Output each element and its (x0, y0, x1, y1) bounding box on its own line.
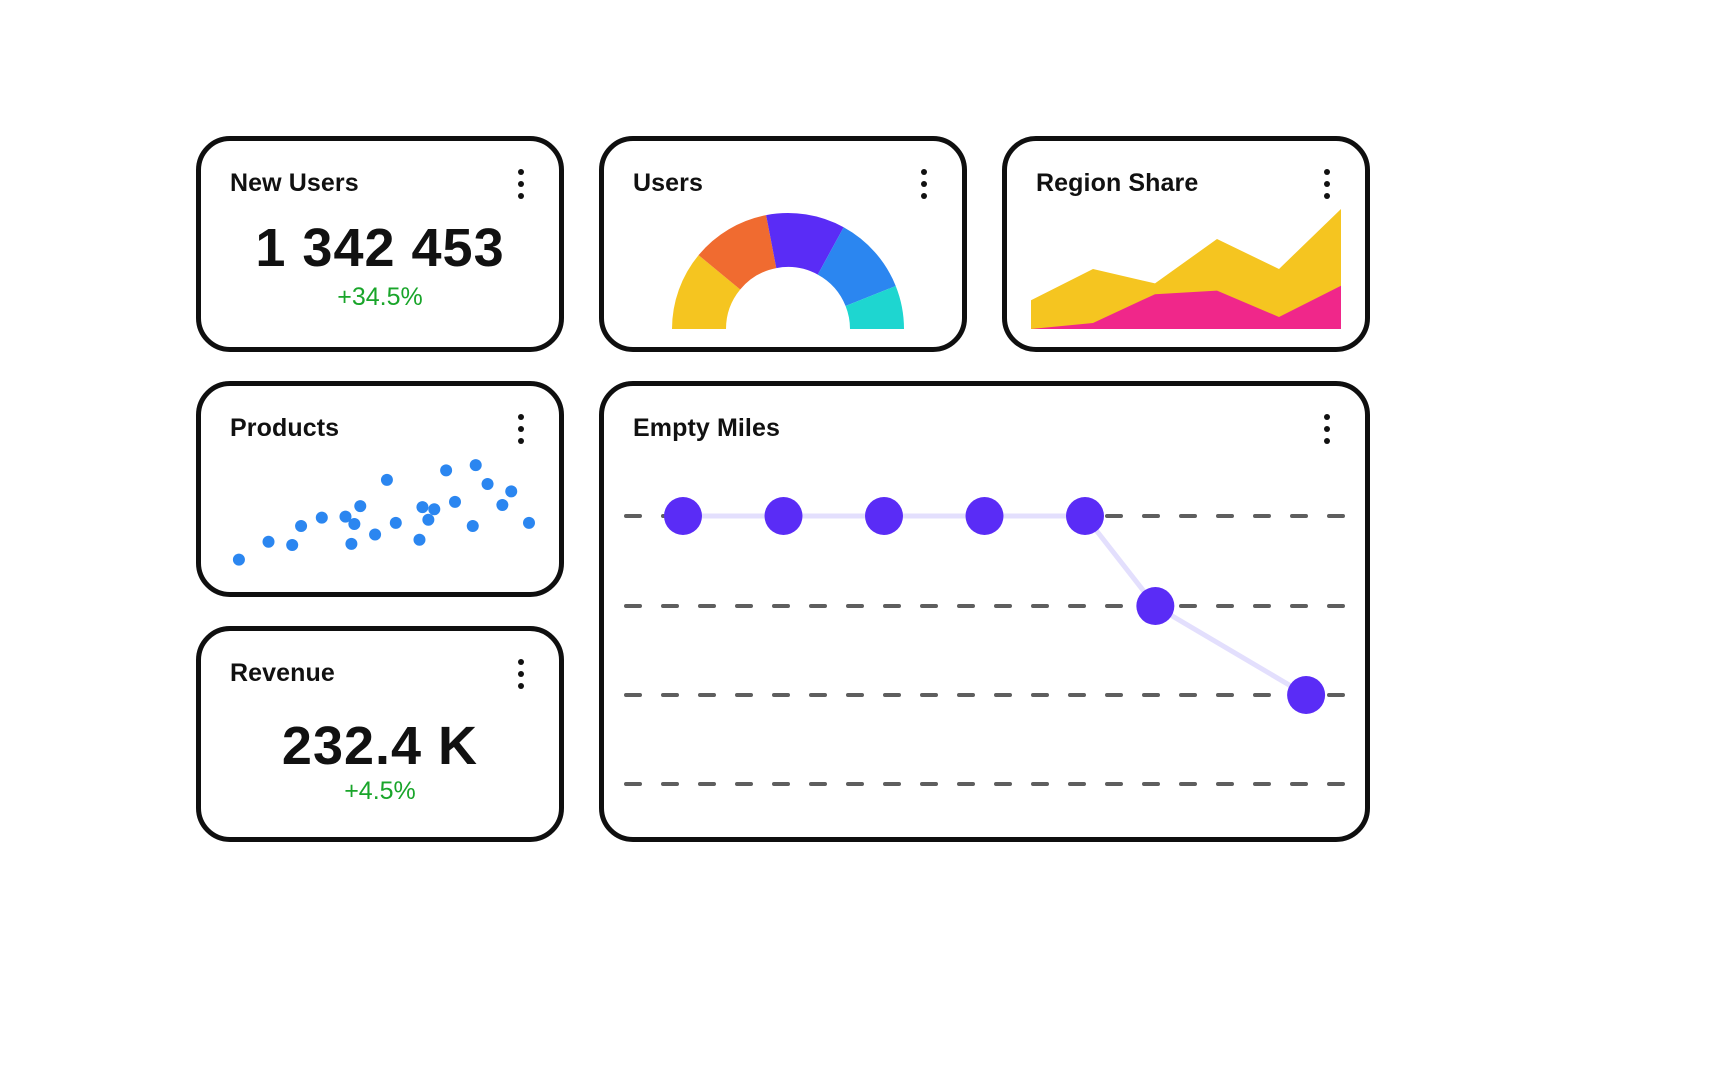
scatter-point (413, 533, 426, 546)
scatter-point (380, 473, 393, 486)
new-users-value: 1 342 453 (255, 218, 505, 278)
revenue-title: Revenue (230, 659, 335, 687)
scatter-point (369, 528, 382, 541)
data-point (1287, 676, 1326, 714)
products-card: Products (196, 381, 564, 597)
scatter-point (469, 459, 482, 472)
users-card: Users (599, 136, 967, 352)
scatter-point (481, 478, 494, 491)
new-users-card: New Users 1 342 453 +34.5% (196, 136, 564, 352)
scatter-point (354, 500, 367, 513)
scatter-point (295, 520, 308, 533)
scatter-point (440, 464, 453, 477)
users-half-donut-chart (672, 213, 904, 329)
kebab-icon[interactable] (514, 414, 528, 444)
scatter-point (416, 501, 429, 514)
revenue-card: Revenue 232.4 K +4.5% (196, 626, 564, 842)
data-point (965, 497, 1004, 535)
scatter-point (422, 513, 435, 526)
region-share-card: Region Share (1002, 136, 1370, 352)
donut-segment (817, 227, 896, 307)
scatter-point (466, 520, 479, 533)
scatter-point (389, 516, 402, 529)
scatter-point (428, 503, 441, 516)
new-users-title: New Users (230, 169, 359, 197)
data-point (865, 497, 903, 535)
scatter-point (262, 535, 275, 548)
data-point (1066, 497, 1104, 535)
scatter-point (339, 510, 352, 523)
scatter-point (345, 537, 358, 550)
kebab-icon[interactable] (1320, 414, 1334, 444)
data-point (664, 497, 702, 535)
empty-miles-title: Empty Miles (633, 414, 780, 442)
products-title: Products (230, 414, 340, 442)
data-point (764, 497, 803, 535)
users-title: Users (633, 169, 703, 197)
revenue-delta: +4.5% (344, 777, 416, 805)
area-series-bottom (1031, 285, 1341, 329)
revenue-value: 232.4 K (281, 716, 479, 776)
products-scatter-chart (232, 459, 535, 566)
new-users-delta: +34.5% (337, 283, 423, 311)
region-share-title: Region Share (1036, 169, 1199, 197)
scatter-point (348, 517, 361, 530)
donut-segment (698, 215, 777, 290)
scatter-point (496, 499, 509, 512)
donut-segment (845, 285, 904, 329)
area-series-top (1031, 209, 1341, 329)
scatter-point (449, 495, 461, 508)
kebab-icon[interactable] (1320, 169, 1334, 199)
data-point (1136, 587, 1175, 625)
scatter-point (286, 538, 299, 551)
kebab-icon[interactable] (514, 659, 528, 689)
scatter-point (523, 516, 535, 529)
scatter-point (505, 485, 518, 498)
kebab-icon[interactable] (514, 169, 528, 199)
kebab-icon[interactable] (917, 169, 931, 199)
scatter-point (315, 511, 328, 524)
scatter-point (232, 553, 245, 566)
region-share-area-chart (1031, 209, 1341, 329)
empty-miles-card: Empty Miles (599, 381, 1370, 842)
empty-miles-line-chart (624, 497, 1348, 786)
donut-segment (672, 255, 741, 329)
donut-segment (766, 213, 844, 275)
